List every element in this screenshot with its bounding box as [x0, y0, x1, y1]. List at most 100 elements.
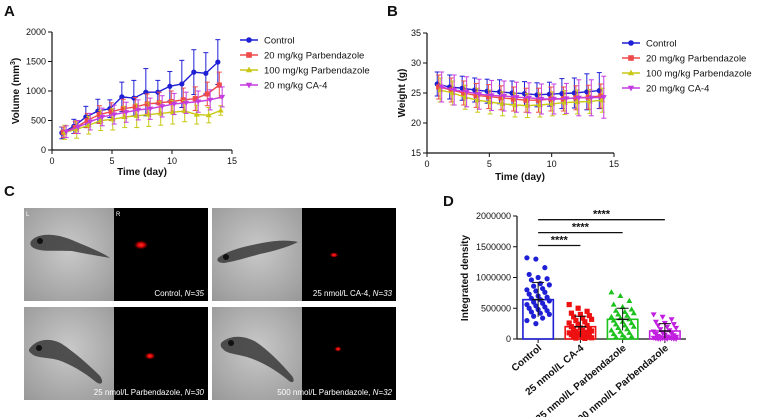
fluorescent-spot — [133, 240, 149, 250]
micro-caption-parb500: 500 nmol/L Parbendazole, N=32 — [277, 388, 392, 397]
data-point — [192, 96, 198, 102]
data-point — [108, 109, 114, 115]
y-tick-label: 1000000 — [476, 273, 511, 283]
scatter-point — [655, 323, 662, 329]
y-tick-label: 2000000 — [476, 211, 511, 221]
data-point — [159, 104, 166, 110]
data-point — [120, 106, 126, 112]
micro-caption-control: Control, N=35 — [154, 289, 204, 298]
data-point — [203, 70, 209, 76]
micro-caption-ca4: 25 nmol/L CA-4, N=33 — [313, 289, 393, 298]
data-point — [473, 92, 479, 98]
scatter-point — [528, 309, 534, 315]
data-point — [183, 100, 190, 106]
scatter-point — [624, 312, 631, 318]
panel-letter-b: B — [387, 3, 398, 20]
scatter-point — [664, 336, 671, 342]
x-tick-label: 0 — [424, 159, 429, 169]
data-point — [451, 87, 458, 94]
chart-b-weight: 0 5 10 15 15 20 25 30 35 Time (day) Weight (g) C… — [397, 28, 752, 183]
scatter-point — [657, 327, 664, 333]
data-point — [207, 97, 214, 103]
panel-c-microscopy: L R Control, N=35 25 nmol/L CA-4, N=33 2… — [24, 208, 396, 400]
scatter-point — [673, 325, 680, 332]
legend-marker — [246, 37, 252, 43]
scatter-point — [533, 288, 539, 294]
legend-marker — [628, 55, 634, 61]
micro-caption-control-n: N=35 — [185, 289, 205, 298]
scatter-point — [531, 313, 537, 319]
scatter-point — [568, 310, 575, 316]
legend-label-control: Control — [646, 39, 677, 50]
micro-tile-control: L R Control, N=35 — [24, 208, 208, 301]
scatter-point — [588, 335, 595, 341]
scatter-point — [544, 276, 550, 282]
data-point — [156, 100, 162, 106]
scatter-point — [571, 314, 577, 320]
scatter-point — [546, 282, 552, 288]
chart-b-series — [434, 71, 607, 119]
bar-group-d_ca4 — [564, 301, 597, 341]
data-point — [193, 111, 200, 117]
data-point — [575, 95, 582, 101]
y-tick-label: 1500 — [26, 57, 46, 67]
scatter-point — [573, 317, 579, 324]
scatter-point — [630, 310, 637, 316]
fluorescent-spot — [144, 352, 156, 360]
scatter-point — [621, 334, 628, 340]
y-tick-label: 35 — [411, 28, 421, 38]
data-point — [84, 117, 90, 124]
legend-marker — [627, 69, 635, 76]
scatter-point — [586, 313, 592, 319]
legend-marker — [628, 40, 634, 46]
scatter-point — [617, 292, 624, 299]
data-point — [600, 95, 607, 101]
scatter-point — [628, 319, 635, 326]
chart-a-ylabel-main: Volume (mm — [11, 65, 22, 124]
chart-a-ticks: 0 5 10 15 0 500 1000 1500 2000 — [26, 27, 237, 166]
scatter-point — [621, 308, 628, 315]
chart-b-ylabel: Weight (g) — [397, 69, 408, 118]
scatter-point — [610, 317, 617, 323]
data-point — [195, 99, 202, 105]
micro-tile-ca4: 25 nmol/L CA-4, N=33 — [212, 208, 396, 301]
chart-a-xlabel: Time (day) — [117, 167, 167, 178]
scatter-point — [546, 298, 552, 304]
data-point — [204, 91, 210, 97]
micro-caption-parb25: 25 nmol/L Parbendazole, N=30 — [94, 388, 205, 397]
x-tick-label: 0 — [49, 156, 54, 166]
data-point — [63, 129, 70, 135]
data-point — [216, 82, 222, 88]
larva-eye — [36, 345, 42, 351]
scatter-point — [626, 297, 633, 303]
scatter-point — [546, 311, 552, 317]
scatter-point — [610, 330, 617, 337]
y-tick-label: 1000 — [26, 86, 46, 96]
data-point — [87, 119, 94, 125]
scatter-point — [528, 277, 534, 283]
micro-caption-control-text: Control, — [154, 289, 182, 298]
data-point — [588, 95, 595, 101]
chart-a-series — [59, 39, 226, 140]
chart-b-xlabel: Time (day) — [495, 172, 545, 183]
scatter-point — [584, 308, 590, 314]
scatter-point — [621, 322, 628, 328]
fluorescence-image — [114, 307, 208, 400]
micro-caption-ca4-text: 25 nmol/L CA-4, — [313, 289, 371, 298]
legend-label-parb20: 20 mg/kg Parbendazole — [646, 54, 746, 65]
panel-letter-d: D — [443, 193, 454, 210]
scatter-point — [650, 312, 657, 318]
legend-label-parb100: 100 mg/kg Parbendazole — [646, 69, 752, 80]
y-tick-label: 15 — [411, 148, 421, 158]
scatter-point — [659, 314, 666, 320]
data-point — [501, 93, 508, 100]
scatter-point — [628, 333, 635, 339]
fluorescence-image — [114, 208, 208, 301]
micro-caption-parb25-text: 25 nmol/L Parbendazole, — [94, 388, 183, 397]
scatter-point — [664, 324, 671, 330]
scatter-point — [673, 336, 680, 342]
scatter-point — [542, 289, 548, 295]
legend-marker — [245, 82, 253, 89]
data-point — [123, 110, 130, 116]
